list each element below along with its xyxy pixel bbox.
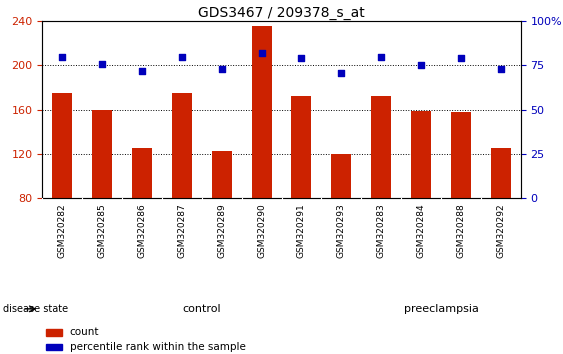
Bar — [411, 111, 431, 198]
Bar — [46, 329, 62, 336]
Point — [177, 54, 186, 59]
Bar — [172, 93, 192, 198]
Bar — [332, 154, 351, 198]
Text: GSM320290: GSM320290 — [257, 203, 266, 258]
Text: GSM320287: GSM320287 — [177, 203, 186, 258]
Text: GSM320283: GSM320283 — [377, 203, 386, 258]
Bar — [491, 148, 511, 198]
Bar — [252, 26, 271, 198]
Point — [497, 66, 506, 72]
Title: GDS3467 / 209378_s_at: GDS3467 / 209378_s_at — [198, 6, 365, 20]
Point — [337, 70, 346, 75]
Point — [417, 63, 426, 68]
Text: GSM320293: GSM320293 — [337, 203, 346, 258]
Point — [217, 66, 226, 72]
Bar — [451, 112, 471, 198]
Bar — [46, 343, 62, 350]
Bar — [92, 110, 112, 198]
Text: GSM320282: GSM320282 — [57, 203, 66, 258]
Point — [457, 56, 466, 61]
Text: GSM320291: GSM320291 — [297, 203, 306, 258]
Bar — [292, 97, 311, 198]
Point — [257, 50, 266, 56]
Bar — [371, 97, 391, 198]
Bar — [52, 93, 72, 198]
Point — [297, 56, 306, 61]
Text: GSM320286: GSM320286 — [137, 203, 146, 258]
Point — [57, 54, 66, 59]
Bar — [132, 148, 152, 198]
Text: count: count — [70, 327, 99, 337]
Text: control: control — [182, 304, 221, 314]
Bar — [212, 151, 231, 198]
Point — [377, 54, 386, 59]
Text: preeclampsia: preeclampsia — [404, 304, 479, 314]
Text: GSM320284: GSM320284 — [417, 203, 426, 258]
Point — [137, 68, 146, 74]
Text: GSM320292: GSM320292 — [497, 203, 506, 258]
Text: GSM320288: GSM320288 — [457, 203, 466, 258]
Text: disease state: disease state — [3, 304, 68, 314]
Text: percentile rank within the sample: percentile rank within the sample — [70, 342, 245, 352]
Text: GSM320289: GSM320289 — [217, 203, 226, 258]
Text: GSM320285: GSM320285 — [97, 203, 106, 258]
Point — [97, 61, 106, 67]
